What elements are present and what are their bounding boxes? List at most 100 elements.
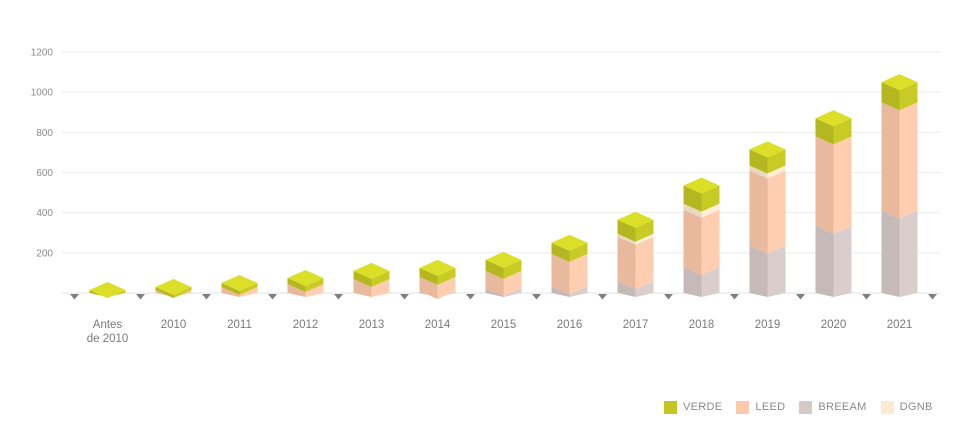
bar-top-verde [485,251,522,268]
bar-segment-leed-right [569,253,588,294]
bar-segment-verde-right [305,277,324,292]
bar-segment-leed-right [239,286,258,297]
bar-stack-2017 [617,211,654,297]
bar-segment-leed-right [899,102,918,219]
bar-segment-verde-left [881,82,900,111]
bar-segment-dgnb-right [701,203,720,218]
bar-segment-verde-left [815,118,834,145]
x-tick-label: 2011 [227,319,252,331]
chart-legend: VERDE LEED BREEAM DGNB [664,398,933,416]
x-axis: Antes de 2010 2010 2011 2012 2013 2014 2015 2016… [87,319,913,345]
bar-segment-dgnb-right [767,165,786,179]
bar-segment-breeam-left [617,280,636,297]
category-separator-marker [466,294,475,300]
bar-segment-verde-right [833,118,852,145]
bar-segment-leed-right [503,270,522,296]
bar-segment-verde-left [353,270,372,287]
bar-top-verde [881,74,918,91]
bar-segment-breeam-right [635,280,654,297]
bar-stack-2013 [353,262,390,297]
bar-segment-verde-left [551,242,570,262]
bar-segment-leed-left [287,283,306,297]
bar-segment-leed-right [437,276,456,299]
bar-stack-2016 [551,234,588,297]
category-separator-marker [862,294,871,300]
bar-segment-breeam-left [749,245,768,297]
bar-segment-leed-right [635,236,654,289]
bar-segment-verde-right [437,267,456,285]
bar-stack-2012 [287,269,324,297]
bar-segment-breeam-left [815,225,834,297]
bar-segment-leed-right [767,170,786,254]
bar-segment-leed-right [305,283,324,297]
bar-segment-verde-right [371,270,390,287]
bar-top-verde [749,141,786,158]
legend-item-verde: VERDE [664,400,723,414]
bar-segment-verde-right [767,149,786,174]
category-separator-marker [400,294,409,300]
bar-segment-verde-left [617,219,636,242]
x-tick-label: 2013 [359,319,385,331]
bar-segment-verde-left [221,282,240,295]
bar-segment-leed-left [749,170,768,254]
bar-segment-verde-left [155,286,174,298]
legend-label-dgnb: DGNB [899,401,933,413]
x-tick-label: 2016 [557,319,583,331]
bar-segment-breeam-right [833,225,852,297]
category-separator-marker [928,294,937,300]
legend-label-leed: LEED [755,401,786,413]
bar-segment-leed-right [371,278,390,297]
bar-segment-leed-left [419,276,438,299]
bar-segment-breeam-left [551,285,570,297]
legend-item-dgnb: DGNB [880,400,933,414]
bar-segment-verde-right [173,286,192,298]
bar-segment-leed-right [833,136,852,234]
bar-segment-dgnb-left [749,165,768,179]
x-tick-label: 2021 [887,319,913,331]
legend-swatch-dgnb [880,400,894,414]
category-separator-marker [598,294,607,300]
x-tick-label: 2017 [623,319,649,331]
y-axis: 200 400 600 800 1000 1200 [31,48,54,260]
bar-top-verde [815,110,852,127]
bar-segment-leed-left [815,136,834,234]
legend-item-breeam: BREEAM [799,400,866,414]
legend-swatch-leed [736,400,750,414]
x-tick-label: Antes de 2010 [87,319,129,345]
bar-stack-2018 [683,177,720,297]
bar-top-verde [683,177,720,194]
bar-segment-verde-right [899,82,918,111]
bar-segment-verde-left [749,149,768,174]
bar-stack-2011 [221,274,258,297]
legend-swatch-verde [664,400,677,414]
bar-segment-breeam-right [569,285,588,297]
x-tick-label: 2010 [161,319,187,331]
bar-segment-breeam-right [767,245,786,297]
bar-top-verde [551,234,588,251]
bar-segment-verde-right [569,242,588,262]
bar-segment-leed-right [701,209,720,275]
x-tick-label: 2019 [755,319,781,331]
bar-segment-verde-right [701,185,720,212]
bar-segment-leed-left [881,102,900,219]
category-separator-marker [202,294,211,300]
legend-label-verde: VERDE [683,401,723,413]
bar-top-verde [221,274,258,291]
bar-segment-verde-left [287,277,306,292]
bar-segment-breeam-left [683,266,702,297]
bar-segment-breeam-right [899,210,918,297]
category-separator-marker [664,294,673,300]
bar-segment-breeam-left [881,210,900,297]
category-separators [70,294,937,300]
category-separator-marker [70,294,79,300]
legend-swatch-breeam [799,400,813,414]
bar-segment-leed-left [485,270,504,296]
category-separator-marker [730,294,739,300]
y-tick-label: 600 [36,168,53,179]
bar-segment-leed-left [221,286,240,297]
category-separator-marker [268,294,277,300]
bar-top-verde [353,262,390,279]
bar-segment-verde-left [683,185,702,212]
x-tick-label: 2020 [821,319,847,331]
